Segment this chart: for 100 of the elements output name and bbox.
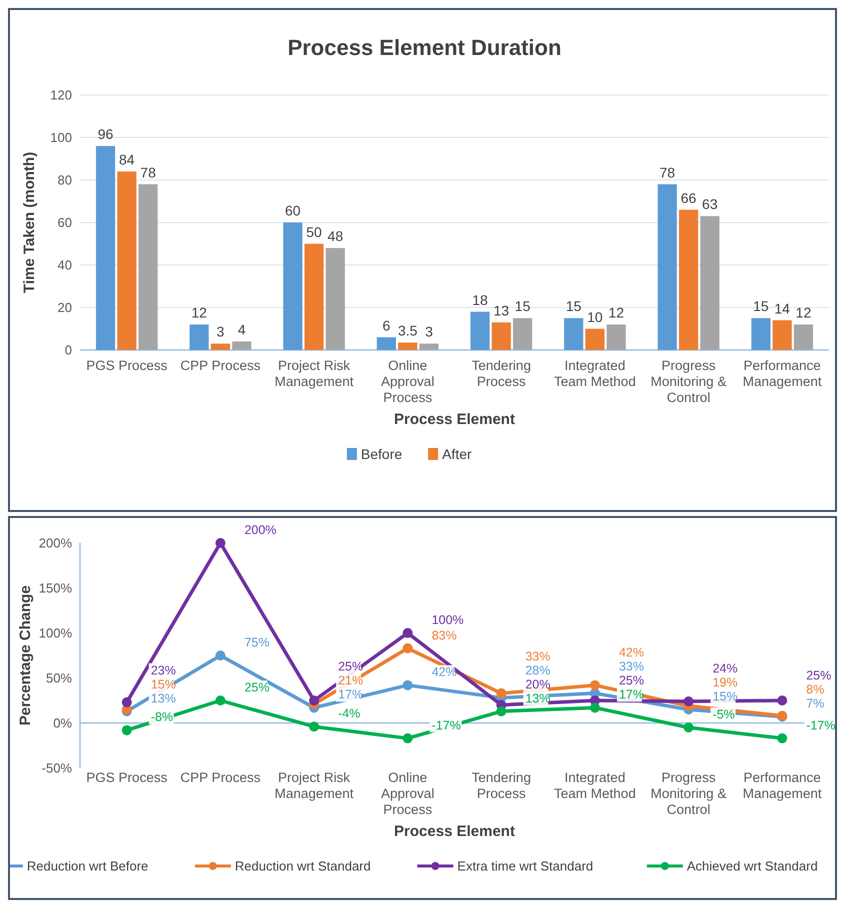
y-tick-label: 0%: [53, 716, 72, 731]
data-label: -8%: [150, 710, 174, 724]
x-tick-label: Integrated Team Method: [554, 358, 636, 389]
x-tick-label: Project Risk Management: [274, 358, 354, 389]
bar: [606, 324, 626, 350]
data-label: 4: [238, 322, 246, 338]
data-label: 100%: [432, 613, 464, 627]
x-tick-label: Performance Management: [742, 358, 822, 389]
legend-label: Extra time wrt Standard: [457, 858, 594, 874]
data-label: 18: [472, 292, 488, 308]
data-label: -4%: [338, 706, 360, 721]
bar: [326, 248, 345, 350]
data-label: 13%: [525, 691, 550, 706]
data-label: 25%: [244, 680, 270, 694]
point: [496, 688, 506, 698]
data-label: 15%: [150, 677, 176, 692]
data-label: 7%: [806, 696, 824, 711]
bar: [190, 324, 209, 350]
bar: [513, 318, 532, 350]
point: [215, 538, 226, 548]
data-label: 23%: [150, 663, 176, 678]
point: [684, 696, 694, 706]
data-label: 12: [191, 304, 208, 320]
bar: [283, 222, 302, 350]
point: [590, 680, 600, 690]
bar: [470, 312, 490, 350]
bar: [210, 344, 230, 350]
data-label: 15: [514, 298, 531, 314]
x-axis-title: Process Element: [394, 823, 515, 840]
bar: [772, 320, 792, 350]
data-label: 20%: [525, 677, 550, 692]
y-tick-label: 200%: [38, 536, 72, 551]
x-tick-label: Online Approval Process: [381, 770, 434, 817]
x-tick-label: Project Risk Management: [274, 770, 354, 801]
x-tick-label: PGS Process: [86, 358, 168, 373]
x-tick-label: Integrated Team Method: [554, 770, 636, 801]
bar: [492, 322, 511, 350]
x-tick-label: Performance Management: [742, 770, 822, 801]
y-tick-label: 50%: [46, 670, 72, 686]
legend-label: Reduction wrt Before: [26, 858, 148, 874]
data-label: 42%: [618, 646, 644, 660]
point: [777, 733, 788, 744]
bar: [376, 337, 396, 350]
data-label: 200%: [244, 523, 276, 537]
bar: [585, 328, 605, 350]
y-axis-title: Time Taken (month): [21, 152, 38, 294]
bar: [138, 184, 158, 350]
bar: [96, 146, 116, 350]
y-tick-label: 120: [50, 88, 72, 103]
point: [122, 725, 132, 736]
data-label: 10: [587, 308, 603, 325]
data-label: -17%: [432, 718, 461, 732]
legend-label: Reduction wrt Standard: [234, 858, 371, 874]
data-label: 12: [796, 304, 812, 320]
legend-label: Before: [360, 446, 402, 462]
data-label: 3.5: [398, 322, 418, 339]
y-tick-label: 60: [58, 215, 72, 230]
data-label: 33%: [618, 660, 644, 674]
point: [402, 680, 413, 690]
data-label: 78: [140, 164, 156, 180]
data-label: 96: [98, 126, 114, 142]
data-label: 3: [216, 324, 225, 340]
bar: [678, 210, 698, 350]
bar: [751, 318, 770, 350]
point: [215, 650, 226, 660]
data-label: 17%: [618, 688, 644, 702]
bar: [117, 172, 136, 350]
point: [777, 696, 788, 706]
x-tick-label: Progress Monitoring & Control: [650, 770, 726, 817]
data-label: 8%: [806, 682, 824, 697]
data-label: 60: [284, 202, 301, 218]
point: [590, 702, 600, 713]
legend-label: Achieved wrt Standard: [686, 858, 818, 874]
data-label: 12: [608, 304, 624, 320]
y-axis-title: Percentage Change: [17, 585, 34, 726]
point: [402, 628, 413, 638]
bar: [700, 216, 720, 350]
y-tick-label: 100%: [38, 626, 72, 641]
data-label: 66: [680, 190, 697, 206]
data-label: 21%: [338, 674, 364, 688]
bar: [658, 184, 677, 350]
data-label: 13%: [150, 691, 176, 706]
x-tick-label: Online Approval Process: [381, 358, 434, 405]
data-label: 24%: [712, 662, 738, 676]
y-tick-label: 80: [58, 172, 72, 188]
data-label: 63: [702, 196, 718, 212]
point: [496, 706, 506, 716]
y-tick-label: 150%: [38, 580, 72, 596]
y-tick-label: 0: [64, 342, 72, 358]
chart-title: Process Element Duration: [288, 35, 562, 60]
data-label: 48: [328, 228, 344, 244]
data-label: 33%: [525, 649, 550, 664]
data-label: 3: [425, 324, 434, 340]
data-label: 78: [659, 164, 676, 180]
bar: [398, 342, 418, 350]
data-label: 25%: [806, 668, 832, 683]
x-tick-label: CPP Process: [180, 358, 261, 373]
data-label: 84: [119, 152, 135, 168]
data-label: 83%: [432, 628, 457, 642]
bar: [564, 318, 584, 350]
